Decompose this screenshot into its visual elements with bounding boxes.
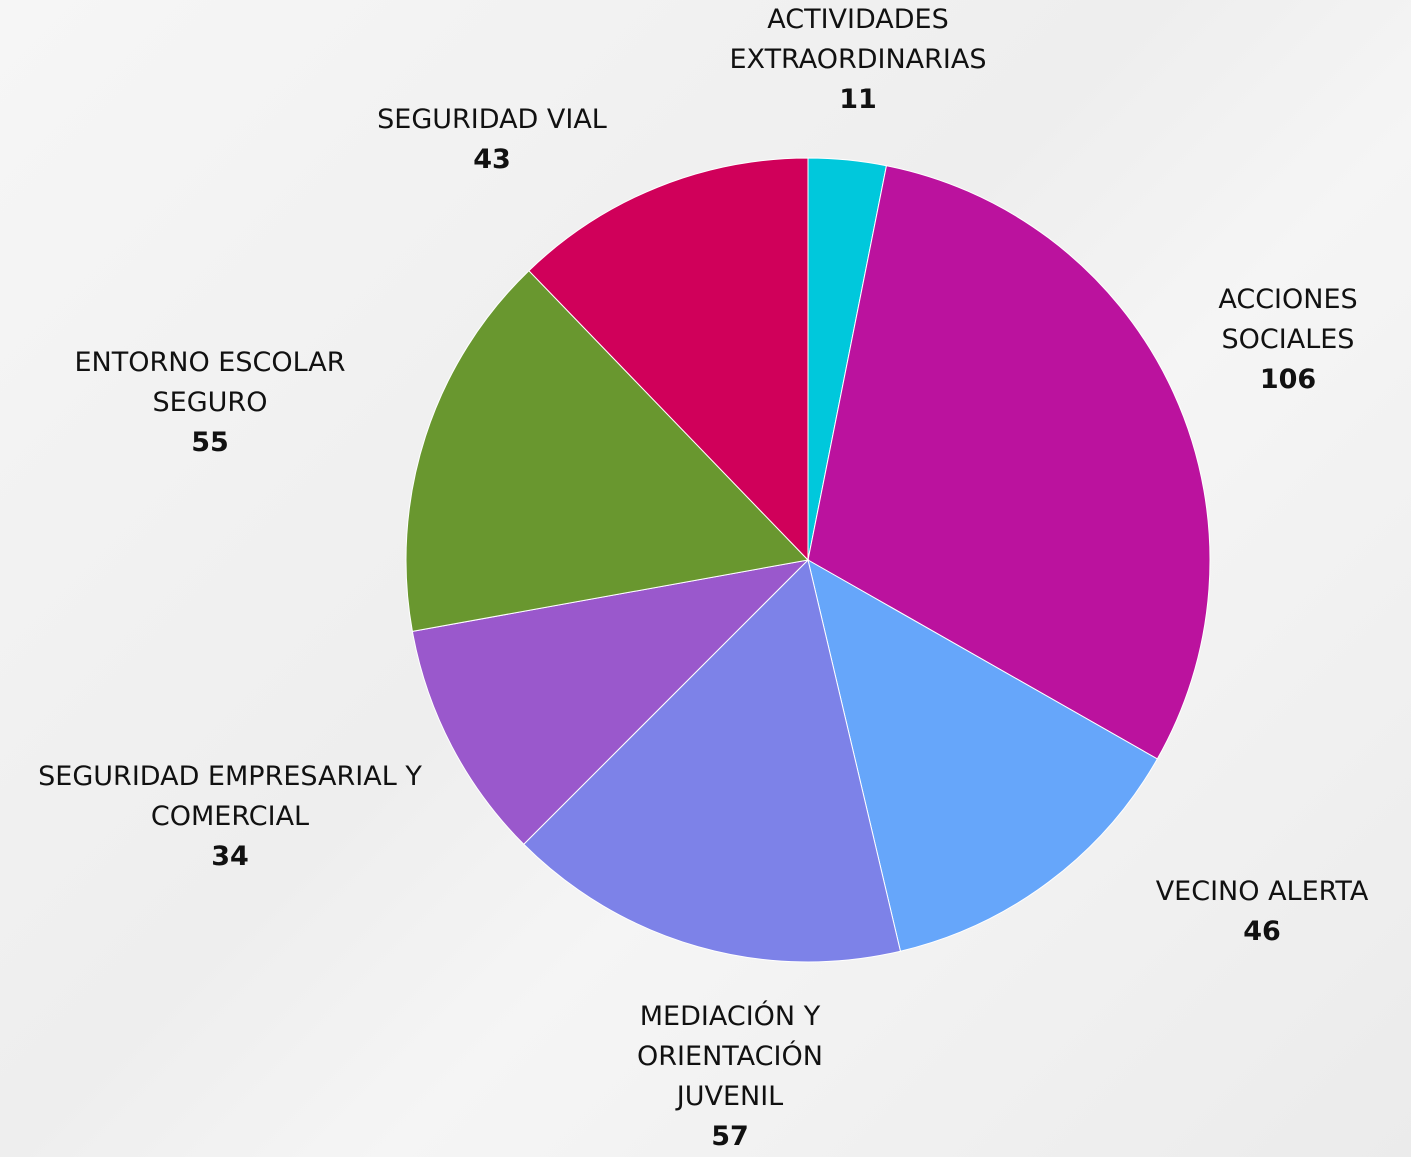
category-name: VECINO ALERTA <box>1117 872 1407 912</box>
category-name: SEGURIDAD EMPRESARIAL Y COMERCIAL <box>5 757 455 837</box>
category-name: ACTIVIDADES EXTRAORDINARIAS <box>688 0 1028 80</box>
value-label: 106 <box>1178 360 1398 400</box>
value-label: 43 <box>332 140 652 180</box>
chart <box>0 0 1411 1157</box>
category-name: SEGURIDAD VIAL <box>332 100 652 140</box>
value-label: 55 <box>35 423 385 463</box>
value-label: 57 <box>595 1117 865 1157</box>
category-name: ENTORNO ESCOLAR SEGURO <box>35 343 385 423</box>
value-label: 11 <box>688 80 1028 120</box>
category-name: ACCIONES SOCIALES <box>1178 280 1398 360</box>
value-label: 46 <box>1117 912 1407 952</box>
value-label: 34 <box>5 837 455 877</box>
category-name: MEDIACIÓN Y ORIENTACIÓN JUVENIL <box>595 997 865 1117</box>
page: (() => { const data = JSON.parse(documen… <box>0 0 1411 1157</box>
